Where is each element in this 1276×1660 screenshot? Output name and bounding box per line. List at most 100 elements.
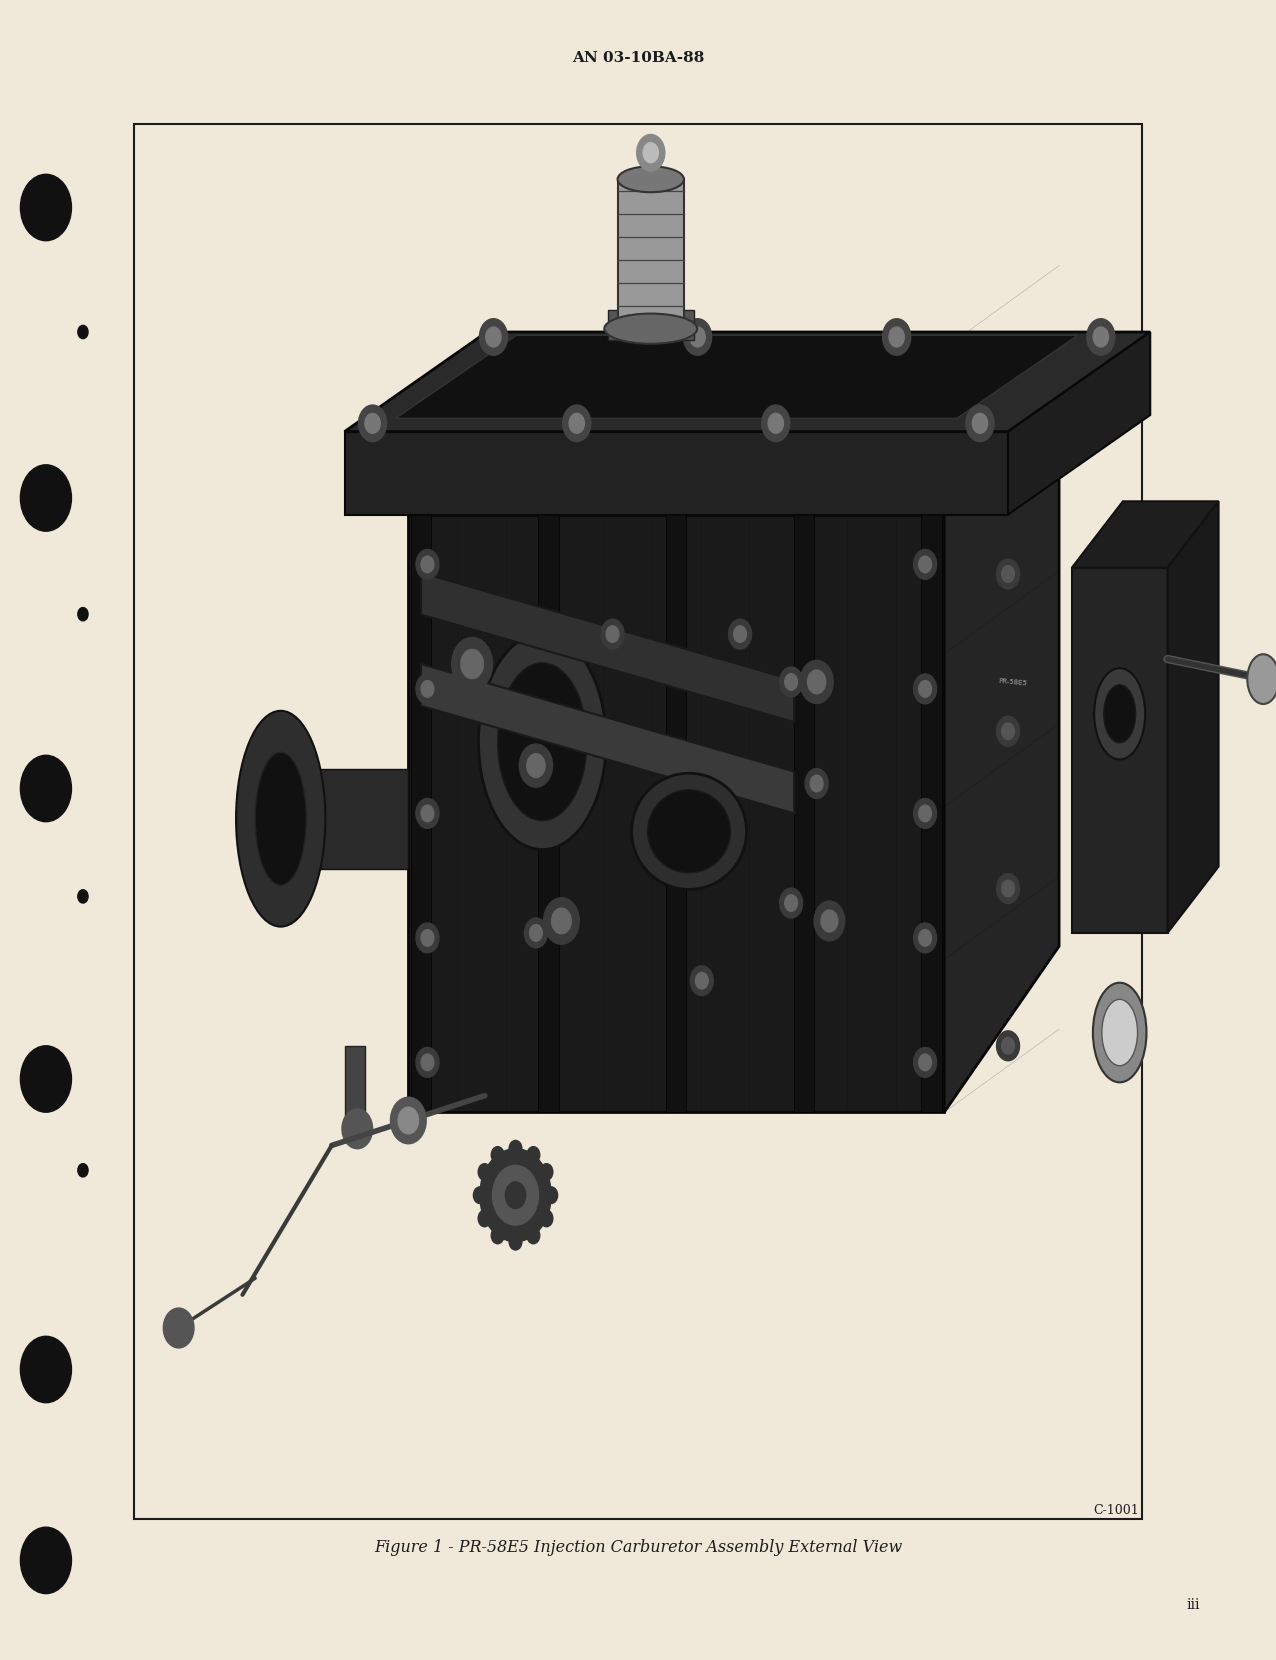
Polygon shape [421,664,794,813]
Text: AN 03-10BA-88: AN 03-10BA-88 [572,51,704,65]
Circle shape [461,649,484,679]
Circle shape [20,1527,71,1594]
Circle shape [478,1164,491,1180]
Text: PR-58E5: PR-58E5 [999,677,1027,686]
Bar [794,515,814,1112]
Circle shape [416,549,439,579]
Circle shape [527,1227,540,1243]
Polygon shape [313,769,408,868]
Circle shape [20,1046,71,1112]
Circle shape [342,1109,373,1149]
Circle shape [1002,566,1014,583]
Circle shape [734,626,746,642]
Polygon shape [1072,501,1219,568]
Circle shape [545,1187,558,1203]
Bar [408,515,944,1112]
Circle shape [551,908,572,933]
Circle shape [883,319,911,355]
Ellipse shape [255,752,306,885]
Circle shape [493,1165,538,1225]
Bar [618,179,684,329]
Circle shape [762,405,790,442]
Circle shape [684,319,712,355]
Circle shape [527,754,545,777]
Circle shape [480,1149,551,1242]
Circle shape [914,798,937,828]
Circle shape [808,671,826,694]
Circle shape [997,1031,1020,1061]
Circle shape [421,556,434,573]
Circle shape [540,1210,553,1227]
Circle shape [785,674,798,691]
Circle shape [524,918,547,948]
Ellipse shape [478,634,606,850]
Circle shape [416,1047,439,1077]
Circle shape [540,1164,553,1180]
Polygon shape [1168,501,1219,933]
Circle shape [491,1227,504,1243]
Circle shape [20,174,71,241]
Ellipse shape [1094,667,1145,759]
Circle shape [729,619,752,649]
Circle shape [78,325,88,339]
Ellipse shape [236,710,325,926]
Circle shape [421,930,434,946]
Circle shape [768,413,783,433]
Circle shape [919,805,931,822]
Circle shape [416,674,439,704]
Circle shape [452,637,493,691]
Circle shape [78,608,88,621]
Circle shape [919,681,931,697]
Circle shape [486,327,501,347]
Circle shape [606,626,619,642]
Circle shape [527,1147,540,1164]
Circle shape [365,413,380,433]
Circle shape [421,681,434,697]
Circle shape [478,1210,491,1227]
Bar [921,515,942,1112]
Circle shape [1087,319,1115,355]
Circle shape [1094,327,1109,347]
Circle shape [398,1107,419,1134]
Polygon shape [421,573,794,722]
Circle shape [78,1164,88,1177]
Circle shape [601,619,624,649]
Bar [134,124,1142,1519]
Circle shape [690,966,713,996]
Circle shape [780,667,803,697]
Circle shape [480,319,508,355]
Circle shape [509,1140,522,1157]
Text: Figure 1 - PR-58E5 Injection Carburetor Assembly External View: Figure 1 - PR-58E5 Injection Carburetor … [374,1539,902,1555]
Circle shape [163,1308,194,1348]
Circle shape [690,327,706,347]
Polygon shape [944,349,1059,1112]
Circle shape [1002,880,1014,896]
Polygon shape [1008,332,1150,515]
Circle shape [505,1182,526,1208]
Circle shape [695,973,708,989]
Circle shape [997,873,1020,903]
Circle shape [637,134,665,171]
Circle shape [914,549,937,579]
Polygon shape [396,335,1078,418]
Polygon shape [408,349,1059,515]
Circle shape [519,744,553,787]
Circle shape [421,1054,434,1071]
Circle shape [359,405,387,442]
Ellipse shape [1104,684,1136,742]
Ellipse shape [648,790,731,873]
Circle shape [509,1233,522,1250]
Circle shape [20,1336,71,1403]
Circle shape [78,890,88,903]
Circle shape [914,1047,937,1077]
Ellipse shape [605,314,697,344]
Ellipse shape [1092,983,1146,1082]
Circle shape [643,143,658,163]
Circle shape [820,910,838,931]
Circle shape [544,898,579,945]
Polygon shape [345,332,1150,432]
Ellipse shape [1101,999,1137,1066]
Circle shape [20,465,71,531]
Circle shape [530,925,542,941]
Bar [411,515,431,1112]
